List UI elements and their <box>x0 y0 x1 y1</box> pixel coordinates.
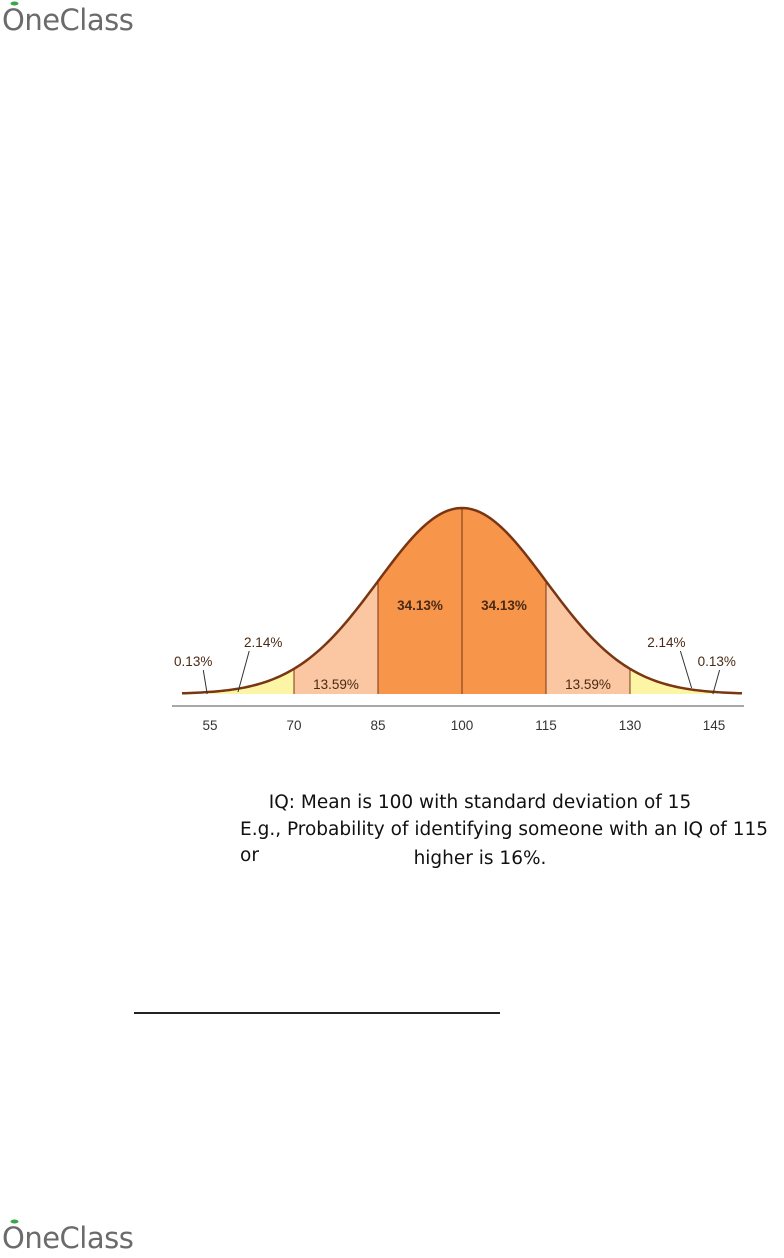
region-label-6: 2.14% <box>647 635 685 650</box>
tick-label-130: 130 <box>619 718 642 733</box>
leaf-icon <box>10 1 19 6</box>
distribution-curve <box>181 506 743 695</box>
oneclass-logo-footer: OneClass <box>2 1219 134 1255</box>
oneclass-logo: OneClass <box>2 1 134 37</box>
leader-line-6 <box>679 650 693 689</box>
region-label-1: 2.14% <box>244 635 282 650</box>
region-1 <box>210 668 294 694</box>
brand-name-footer: OneClass <box>2 1221 134 1255</box>
brand-name: OneClass <box>2 3 134 37</box>
region-6 <box>630 668 714 694</box>
region-label-5: 13.59% <box>565 677 611 692</box>
tick-label-115: 115 <box>535 718 557 733</box>
tick-label-70: 70 <box>286 718 301 733</box>
leader-line-tail-left <box>202 669 208 695</box>
tick-label-100: 100 <box>451 718 474 733</box>
caption-line-1: IQ: Mean is 100 with standard deviation … <box>268 792 692 813</box>
region-label-2: 13.59% <box>313 677 359 692</box>
caption-line-3: higher is 16%. <box>413 848 547 869</box>
region-label-4: 34.13% <box>481 598 527 613</box>
tick-label-55: 55 <box>202 718 217 733</box>
tail-label-right: 0.13% <box>698 654 736 669</box>
leader-line-1 <box>237 650 250 693</box>
tail-label-left: 0.13% <box>174 654 212 669</box>
tick-label-85: 85 <box>370 718 385 733</box>
iq-normal-distribution-chart: 55 70 85 100 115 130 145 34.13% 34.13% 13.59% 13.5… <box>172 506 744 733</box>
caption-line-2: E.g., Probability of identifying someone… <box>240 819 769 866</box>
tick-label-145: 145 <box>703 718 726 733</box>
leader-line-tail-right <box>712 669 721 695</box>
region-label-3: 34.13% <box>397 598 443 613</box>
leaf-icon <box>10 1219 19 1224</box>
footnote-rule <box>134 1012 500 1014</box>
